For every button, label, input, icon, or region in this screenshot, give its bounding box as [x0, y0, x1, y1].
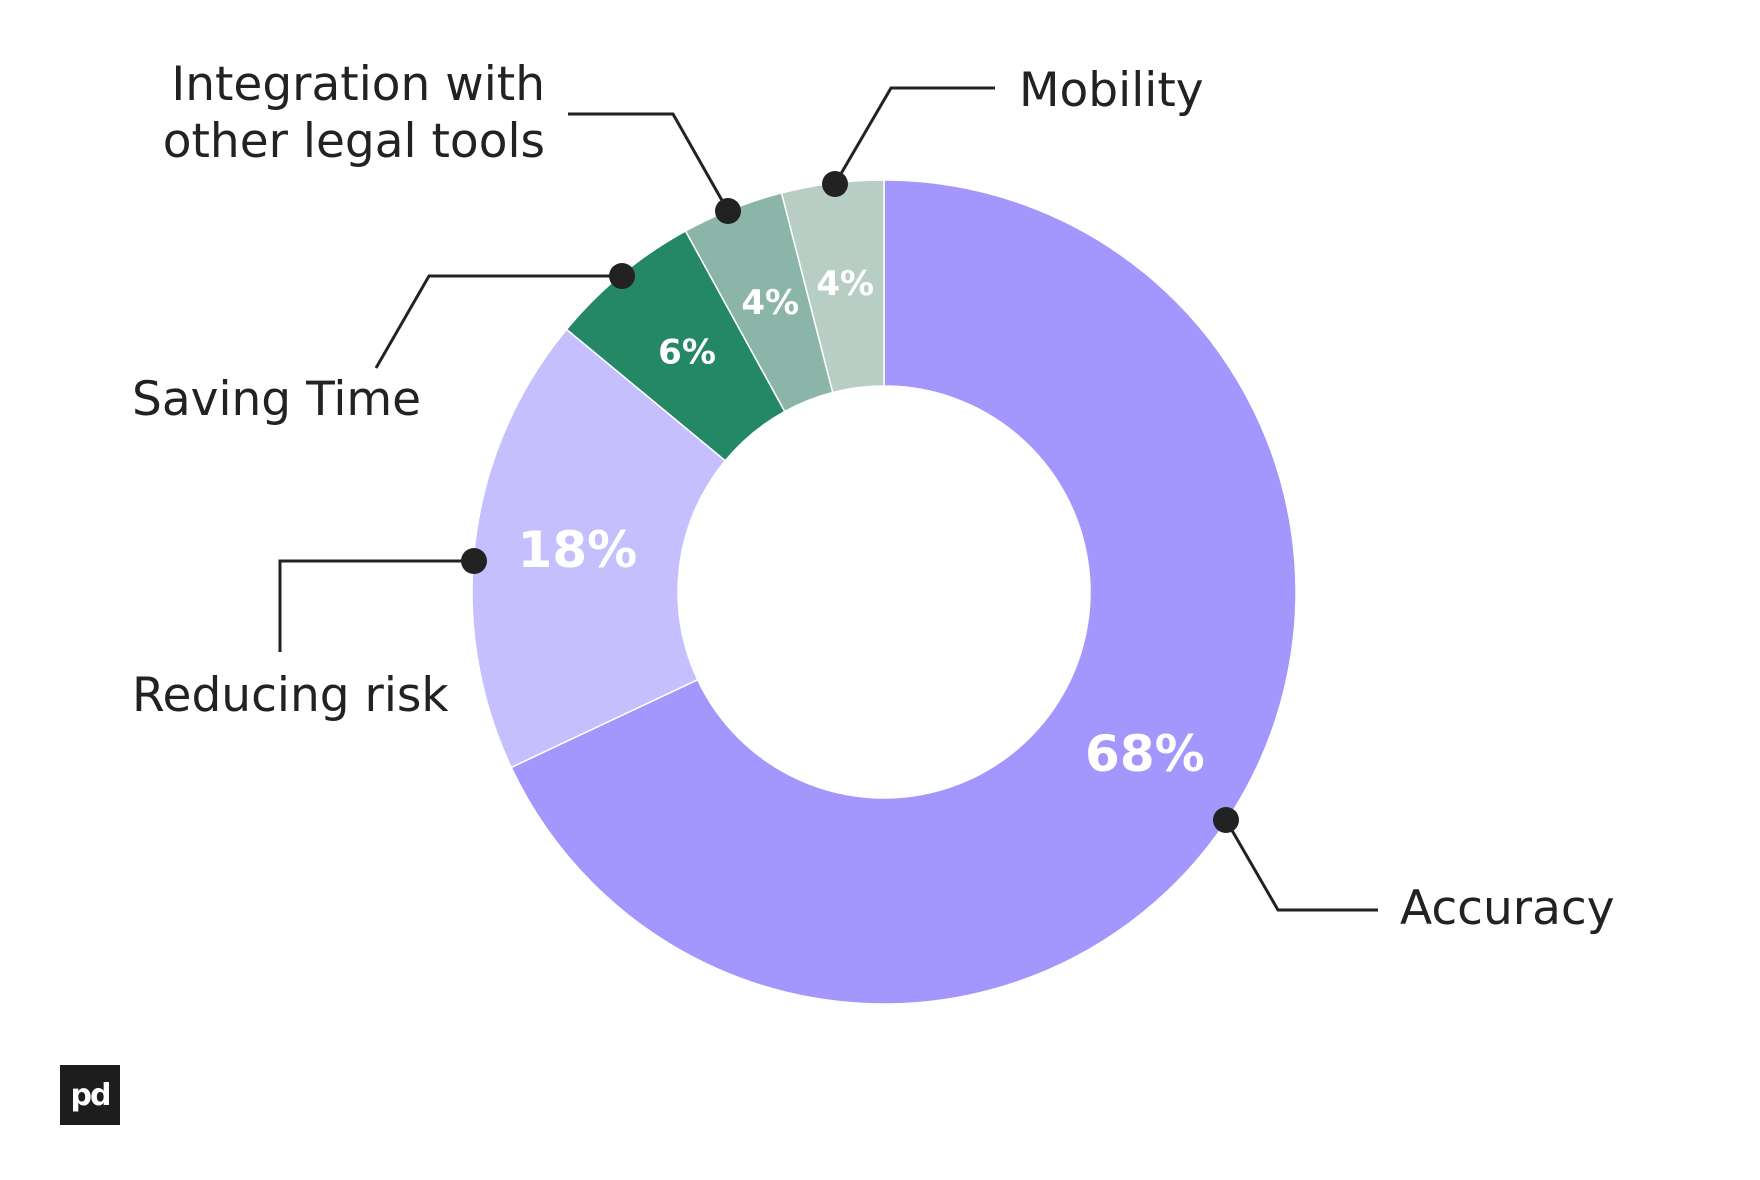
- category-label: Integration with other legal tools: [162, 57, 545, 169]
- logo: pd: [60, 1065, 120, 1125]
- value-label: 4%: [816, 264, 874, 304]
- value-label: 6%: [658, 332, 716, 372]
- leader-dot: [609, 263, 635, 289]
- category-label: Saving Time: [132, 372, 422, 427]
- leader-line: [374, 274, 622, 369]
- leader-dot: [1213, 807, 1239, 833]
- slice: [510, 179, 1297, 1005]
- slice: [780, 179, 885, 394]
- leader-dot: [715, 198, 741, 224]
- category-label: Reducing risk: [132, 668, 449, 723]
- category-label: Mobility: [1019, 63, 1204, 118]
- leader-dot: [461, 548, 487, 574]
- value-label: 4%: [741, 283, 799, 323]
- category-label: Accuracy: [1400, 881, 1615, 936]
- leader-line: [568, 112, 730, 212]
- leader-line: [833, 86, 995, 185]
- value-label: 68%: [1085, 725, 1205, 783]
- leader-dot: [822, 171, 848, 197]
- slice: [471, 328, 727, 769]
- leader-line: [278, 559, 474, 652]
- leader-line: [1224, 819, 1378, 912]
- value-label: 18%: [518, 521, 638, 579]
